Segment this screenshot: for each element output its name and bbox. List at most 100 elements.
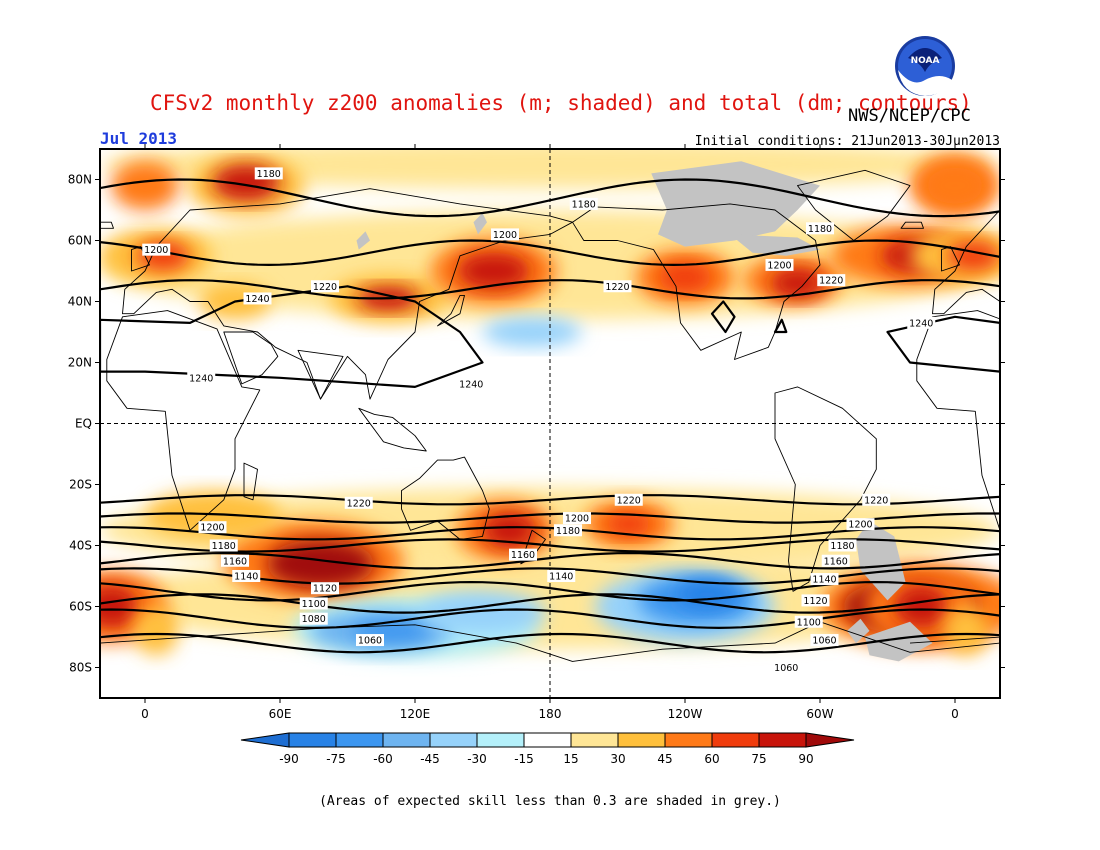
- height-contour: [100, 632, 1000, 654]
- anomaly-patch: [946, 240, 1000, 271]
- coastline: [401, 456, 490, 540]
- coastline: [941, 246, 960, 272]
- noaa-logo-icon: NOAA: [895, 36, 955, 96]
- contour-label-text: 1220: [313, 282, 337, 293]
- contour-label: 1100: [794, 615, 823, 628]
- height-contour: [100, 580, 1000, 602]
- contour-label: 1180: [554, 524, 582, 537]
- contour-label-text: 1240: [245, 294, 269, 305]
- height-contour: [100, 285, 484, 388]
- height-contour: [100, 538, 1000, 553]
- anomaly-patch: [606, 511, 652, 537]
- contour-label: 1060: [356, 634, 384, 647]
- lon-tick-label: 120E: [400, 707, 431, 721]
- lat-tick-label: 20S: [69, 478, 92, 492]
- coastline: [437, 294, 465, 327]
- height-contour: [100, 608, 1000, 630]
- anomaly-patch: [921, 161, 989, 211]
- colorbar-segment: [288, 732, 337, 748]
- contour-label: 1220: [603, 280, 632, 293]
- lon-tick-label: 120W: [668, 707, 703, 721]
- colorbar-label: 45: [657, 752, 672, 766]
- low-skill-area: [356, 231, 370, 250]
- lat-tick-label: 40N: [68, 295, 92, 309]
- colorbar-label: -15: [514, 752, 534, 766]
- lat-tick-label: 60N: [68, 234, 92, 248]
- anomaly-patch: [457, 252, 530, 290]
- contour-label-text: 1060: [812, 636, 836, 647]
- contour-label: 1140: [810, 573, 839, 586]
- contour-label: 1160: [509, 548, 537, 561]
- latitude-ticks: 80N 60N 40N 20N EQ 20S 40S 60S 80S: [68, 173, 1005, 675]
- contour-label-text: 1060: [774, 663, 798, 674]
- height-contour: [886, 315, 1000, 373]
- lat-tick-label: 40S: [69, 539, 92, 553]
- initial-conditions: Initial conditions: 21Jun2013-30Jun2013: [695, 134, 1000, 149]
- height-contour: [100, 551, 1000, 570]
- contour-label-text: 1240: [189, 373, 213, 384]
- contour-label: 1060: [772, 661, 801, 674]
- coastline: [1034, 332, 1088, 384]
- coastline: [358, 407, 427, 452]
- coastline: [122, 188, 573, 400]
- contour-label: 1200: [846, 518, 875, 531]
- contour-label-text: 1220: [617, 495, 641, 506]
- contour-label: 1240: [187, 371, 216, 384]
- coastline: [297, 349, 344, 400]
- colorbar-segment: [758, 732, 807, 748]
- contour-label: 1200: [142, 243, 171, 256]
- svg-text:NOAA: NOAA: [911, 56, 940, 66]
- contour-label: 1220: [344, 496, 373, 509]
- contour-label: 1220: [862, 493, 891, 506]
- agency-label: NWS/NCEP/CPC: [848, 106, 971, 126]
- coastline: [1054, 463, 1068, 500]
- low-skill-area: [730, 234, 820, 256]
- contour-label-text: 1140: [812, 575, 836, 586]
- contour-label-text: 1180: [212, 541, 236, 552]
- contour-label-text: 1100: [797, 617, 821, 628]
- colorbar-segment: [335, 732, 384, 748]
- colorbar-label: -90: [279, 752, 299, 766]
- lon-tick-label: 60E: [269, 707, 292, 721]
- anomaly-patch: [111, 161, 179, 211]
- coastline: [243, 462, 258, 501]
- contour-label: 1180: [569, 197, 598, 210]
- contour-label-text: 1200: [565, 514, 589, 525]
- coastline: [106, 310, 261, 531]
- contour-label: 1220: [614, 493, 643, 506]
- contour-label: 1140: [547, 570, 576, 583]
- colorbar-label: 75: [751, 752, 766, 766]
- colorbar-label: 90: [798, 752, 813, 766]
- lon-tick-label: 180: [539, 707, 562, 721]
- contour-label: 1240: [243, 292, 272, 305]
- contour-label-text: 1140: [549, 572, 573, 583]
- anomaly-patch: [482, 511, 537, 549]
- contour-label-text: 1220: [819, 276, 843, 287]
- lat-tick-label: 80N: [68, 173, 92, 187]
- height-contour: [710, 300, 736, 334]
- contour-label: 1080: [299, 612, 328, 625]
- contour-label-text: 1140: [234, 572, 258, 583]
- anomaly-patch: [419, 591, 546, 634]
- lon-tick-label: 60W: [806, 707, 833, 721]
- colorbar-label: -30: [467, 752, 487, 766]
- height-contour: [100, 239, 1000, 267]
- contour-label: 1220: [817, 274, 846, 287]
- lon-tick-label: 0: [141, 707, 149, 721]
- colorbar-label: 30: [610, 752, 625, 766]
- anomaly-patch: [266, 539, 375, 589]
- height-contour: [100, 593, 1000, 614]
- colorbar-label: -75: [326, 752, 346, 766]
- colorbar-segment: [805, 732, 855, 748]
- coastline: [100, 221, 114, 229]
- coastline: [774, 386, 877, 592]
- contour-label-text: 1080: [302, 614, 326, 625]
- colorbar-label: 60: [704, 752, 719, 766]
- contour-label-text: 1180: [830, 541, 854, 552]
- colorbar-label: -60: [373, 752, 393, 766]
- contour-label-text: 1240: [459, 379, 483, 390]
- contour-label-text: 1220: [605, 282, 629, 293]
- anomaly-patch: [100, 585, 139, 628]
